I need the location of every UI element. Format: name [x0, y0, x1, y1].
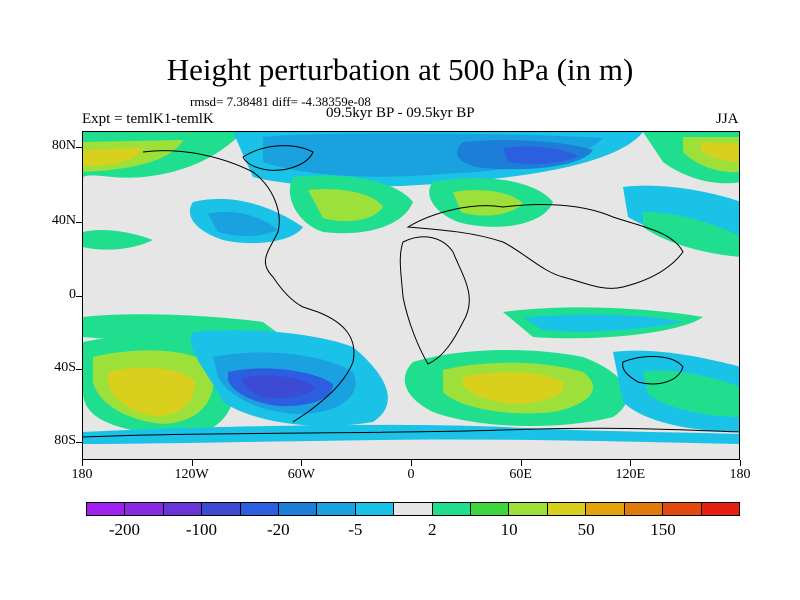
- latitude-label: 0: [69, 287, 76, 302]
- longitude-tick: [740, 460, 741, 466]
- colorbar-swatch: [509, 502, 548, 516]
- colorbar-label: -5: [348, 520, 363, 539]
- latitude-label: 80S: [54, 433, 76, 448]
- season-label: JJA: [716, 111, 739, 127]
- latitude-label: 80N: [51, 138, 76, 153]
- longitude-tick: [82, 460, 83, 466]
- colorbar-label: -100: [185, 520, 217, 539]
- colorbar-label: 50: [577, 520, 595, 539]
- colorbar-swatch: [86, 502, 126, 516]
- colorbar-swatch: [202, 502, 241, 516]
- colorbar-swatch: [547, 502, 587, 516]
- longitude-tick: [411, 460, 412, 466]
- longitude-label: 0: [407, 467, 415, 482]
- colorbar: [86, 502, 740, 516]
- latitude-tick: [76, 369, 82, 370]
- colorbar-swatch: [125, 502, 164, 516]
- map-field: [83, 132, 739, 459]
- colorbar-swatch: [471, 502, 510, 516]
- colorbar-swatch: [586, 502, 625, 516]
- longitude-label: 120W: [174, 467, 209, 482]
- period-label: 09.5kyr BP - 09.5kyr BP: [326, 105, 475, 121]
- colorbar-label: -20: [267, 520, 290, 539]
- colorbar-label: -200: [108, 520, 141, 539]
- longitude-tick: [301, 460, 303, 466]
- longitude-label: 60E: [509, 467, 532, 482]
- midlat-south-fields: [83, 330, 739, 459]
- midlat-north-fields: [83, 175, 739, 257]
- longitude-label: 180: [71, 467, 93, 482]
- colorbar-swatch: [163, 502, 203, 516]
- colorbar-swatch: [432, 502, 472, 516]
- longitude-label: 180: [729, 467, 751, 482]
- colorbar-swatch: [279, 502, 318, 516]
- colorbar-swatch: [355, 502, 395, 516]
- colorbar-label: 150: [650, 520, 676, 539]
- longitude-label: 60W: [287, 467, 315, 482]
- arctic-fields: [83, 132, 739, 187]
- longitude-tick: [191, 460, 193, 466]
- latitude-tick: [76, 442, 82, 443]
- latitude-label: 40N: [51, 213, 76, 228]
- latitude-label: 40S: [54, 360, 76, 375]
- experiment-label: Expt = temlK1-temlK: [82, 111, 214, 127]
- colorbar-label: 2: [427, 520, 437, 539]
- colorbar-swatch: [701, 502, 740, 516]
- stats-text: rmsd= 7.38481 diff= -4.38359e-08: [190, 94, 371, 109]
- coastlines: [83, 145, 739, 438]
- map-title: Height perturbation at 500 hPa (in m): [166, 52, 634, 87]
- longitude-label: 120E: [615, 467, 646, 482]
- latitude-tick: [76, 222, 82, 223]
- latitude-tick: [76, 147, 82, 148]
- colorbar-swatch: [663, 502, 702, 516]
- longitude-tick: [630, 460, 632, 466]
- longitude-tick: [520, 460, 522, 466]
- map-plot: [82, 131, 740, 460]
- colorbar-label: 10: [500, 520, 518, 539]
- colorbar-swatch: [240, 502, 280, 516]
- latitude-tick: [76, 296, 82, 297]
- colorbar-swatch: [624, 502, 664, 516]
- colorbar-swatch: [317, 502, 356, 516]
- colorbar-swatch: [394, 502, 433, 516]
